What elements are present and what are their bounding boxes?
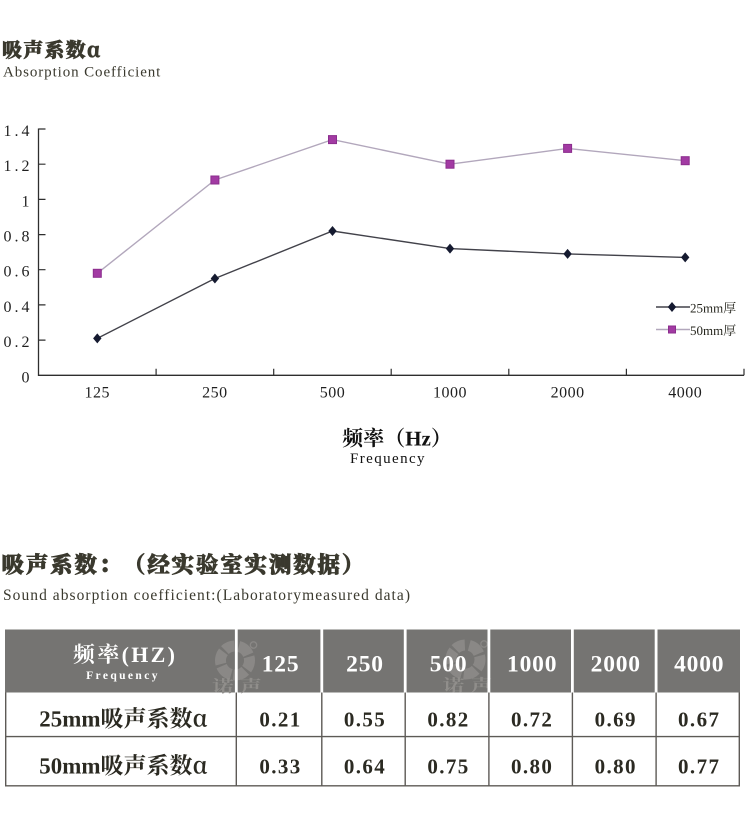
svg-text:0.67: 0.67: [678, 708, 720, 732]
svg-text:2000: 2000: [591, 652, 641, 678]
svg-text:0.69: 0.69: [595, 708, 637, 732]
svg-text:0.4: 0.4: [4, 299, 33, 316]
svg-text:2000: 2000: [551, 385, 585, 402]
svg-text:1.4: 1.4: [4, 123, 33, 140]
svg-text:1: 1: [22, 193, 33, 210]
svg-text:0.21: 0.21: [259, 708, 301, 732]
svg-text:0.75: 0.75: [427, 755, 469, 779]
svg-text:0: 0: [22, 369, 33, 386]
svg-text:4000: 4000: [674, 652, 724, 678]
svg-text:1.2: 1.2: [4, 158, 33, 175]
svg-text:0.55: 0.55: [344, 708, 386, 732]
svg-text:0.77: 0.77: [678, 755, 720, 779]
svg-text:Absorption Coefficient: Absorption Coefficient: [3, 65, 161, 81]
svg-text:125: 125: [85, 385, 111, 402]
svg-text:125: 125: [262, 652, 300, 678]
svg-text:0.82: 0.82: [427, 708, 469, 732]
svg-text:1000: 1000: [433, 385, 467, 402]
svg-text:0.80: 0.80: [595, 755, 637, 779]
svg-text:0.6: 0.6: [4, 264, 33, 281]
svg-text:500: 500: [430, 652, 468, 678]
svg-text:500: 500: [320, 385, 346, 402]
svg-text:Sound absorption coefficient:(: Sound absorption coefficient:(Laboratory…: [3, 587, 411, 604]
svg-text:0.2: 0.2: [4, 334, 33, 351]
svg-text:0.64: 0.64: [344, 755, 386, 779]
svg-text:250: 250: [346, 652, 384, 678]
svg-text:4000: 4000: [668, 385, 702, 402]
svg-text:0.72: 0.72: [511, 708, 553, 732]
svg-text:250: 250: [202, 385, 228, 402]
svg-text:Frequency: Frequency: [86, 670, 160, 682]
svg-text:0.8: 0.8: [4, 229, 33, 246]
svg-text:1000: 1000: [507, 652, 557, 678]
svg-text:0.33: 0.33: [259, 755, 301, 779]
svg-text:0.80: 0.80: [511, 755, 553, 779]
svg-text:Frequency: Frequency: [350, 451, 426, 467]
